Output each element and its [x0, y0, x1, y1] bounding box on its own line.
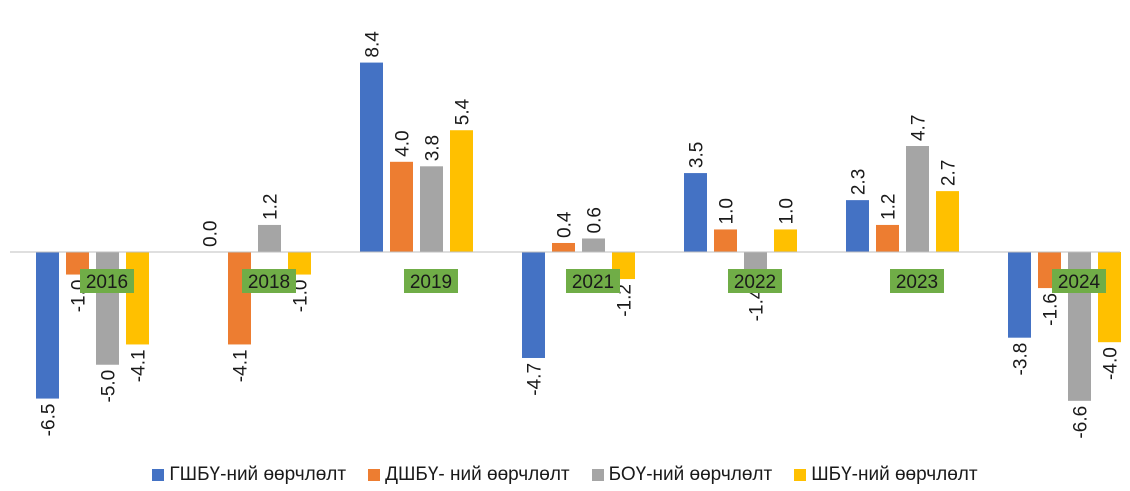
legend-swatch-series-4	[794, 469, 807, 481]
bar-chart: -6.5-1.0-5.0-4.10.0-4.11.2-1.08.44.0 3.85…	[10, 31, 1122, 439]
legend-item-series-3: БОҮ-ний өөрчлөлт	[591, 464, 773, 486]
category-label-bg-2018	[242, 269, 296, 293]
data-label-2024-series-1: -3.8	[1011, 343, 1032, 376]
category-label-2021: 2021	[572, 272, 614, 293]
legend-label-series-4: ШБҮ-ний өөрчлөлт	[811, 464, 978, 485]
bar-2021-series-3	[582, 238, 605, 252]
category-label-bg-2019	[404, 269, 458, 293]
chart-legend: ГШБҮ-ний өөрчлөлт ДШБҮ- ний өөрчлөлт БОҮ…	[0, 462, 1130, 488]
bar-2023-series-3	[906, 146, 929, 252]
data-label-2021-series-1: -4.7	[525, 363, 546, 396]
data-label-2023-series-4: 2.7	[939, 160, 960, 186]
data-label-2024-series-4: -4.0	[1101, 347, 1122, 380]
bar-2016-series-3	[96, 252, 119, 365]
data-label-2022-series-4: 1.0	[777, 198, 798, 224]
bar-2016-series-4	[126, 252, 149, 345]
bar-2018-series-3	[258, 224, 281, 252]
category-label-2019: 2019	[410, 272, 452, 293]
category-label-2018: 2018	[248, 272, 290, 293]
bar-2022-series-1	[684, 173, 707, 252]
bar-2023-series-1	[846, 200, 869, 252]
bar-2019-series-2	[390, 161, 413, 252]
bar-2024-series-4	[1098, 252, 1121, 343]
category-label-bg-2021	[566, 269, 620, 293]
bar-2019-series-3	[420, 166, 443, 252]
legend-item-series-4: ШБҮ-ний өөрчлөлт	[794, 464, 978, 486]
data-label-2019-series-4: 5.4	[453, 98, 474, 125]
data-label-2019-series-1: 8.4	[363, 31, 384, 58]
data-label-2022-series-3: -1.4	[747, 288, 768, 321]
category-label-2016: 2016	[86, 272, 128, 293]
data-label-2021-series-3: 0.6	[585, 207, 606, 233]
category-label-2024: 2024	[1058, 272, 1101, 293]
data-label-2021-series-2: 0.4	[555, 211, 576, 238]
bar-2024-series-1	[1008, 252, 1031, 338]
legend-swatch-series-1	[152, 469, 165, 481]
data-label-2016-series-1: -6.5	[39, 404, 60, 437]
data-label-2018-series-2: -4.1	[231, 349, 252, 382]
legend-label-series-3: БОҮ-ний өөрчлөлт	[608, 464, 773, 485]
bar-2019-series-4	[450, 130, 473, 252]
bar-2021-series-1	[522, 252, 545, 358]
category-label-bg-2022	[728, 269, 782, 293]
category-label-2022: 2022	[734, 272, 776, 293]
data-label-2023-series-3: 4.7	[909, 115, 930, 141]
category-label-bg-2023	[890, 269, 944, 293]
bar-2018-series-2	[228, 252, 251, 345]
bar-2016-series-1	[36, 252, 59, 399]
bar-2018-series-4	[288, 252, 311, 275]
data-label-2024-series-3: -6.6	[1071, 406, 1092, 439]
bar-2021-series-2	[552, 242, 575, 252]
data-label-2019-series-3: 3.8	[423, 135, 444, 161]
data-label-2016-series-3: -5.0	[99, 370, 120, 403]
data-label-2018-series-3: 1.2	[261, 194, 282, 220]
legend-item-series-2: ДШБҮ- ний өөрчлөлт	[368, 464, 570, 486]
legend-label-series-1: ГШБҮ-ний өөрчлөлт	[169, 464, 347, 485]
legend-swatch-series-3	[591, 469, 604, 481]
bar-2023-series-2	[876, 224, 899, 252]
data-label-2023-series-1: 2.3	[849, 169, 870, 195]
category-label-2023: 2023	[896, 272, 938, 293]
legend-label-series-2: ДШБҮ- ний өөрчлөлт	[385, 464, 570, 485]
data-label-2022-series-1: 3.5	[687, 142, 708, 168]
bar-2023-series-4	[936, 191, 959, 252]
data-label-2019-series-2: 4.0	[393, 130, 414, 156]
legend-swatch-series-2	[368, 469, 381, 481]
data-label-2024-series-2: -1.6	[1041, 293, 1062, 326]
category-label-bg-2024	[1052, 269, 1106, 293]
data-label-2016-series-4: -4.1	[129, 349, 150, 382]
legend-item-series-1: ГШБҮ-ний өөрчлөлт	[152, 464, 346, 486]
bar-2019-series-1	[360, 62, 383, 252]
data-label-2023-series-2: 1.2	[879, 194, 900, 220]
data-label-2018-series-1: 0.0	[201, 221, 222, 247]
category-label-bg-2016	[80, 269, 134, 293]
bar-2016-series-2	[66, 252, 89, 275]
bar-2022-series-4	[774, 229, 797, 252]
data-label-2022-series-2: 1.0	[717, 198, 738, 224]
bar-2022-series-2	[714, 229, 737, 252]
